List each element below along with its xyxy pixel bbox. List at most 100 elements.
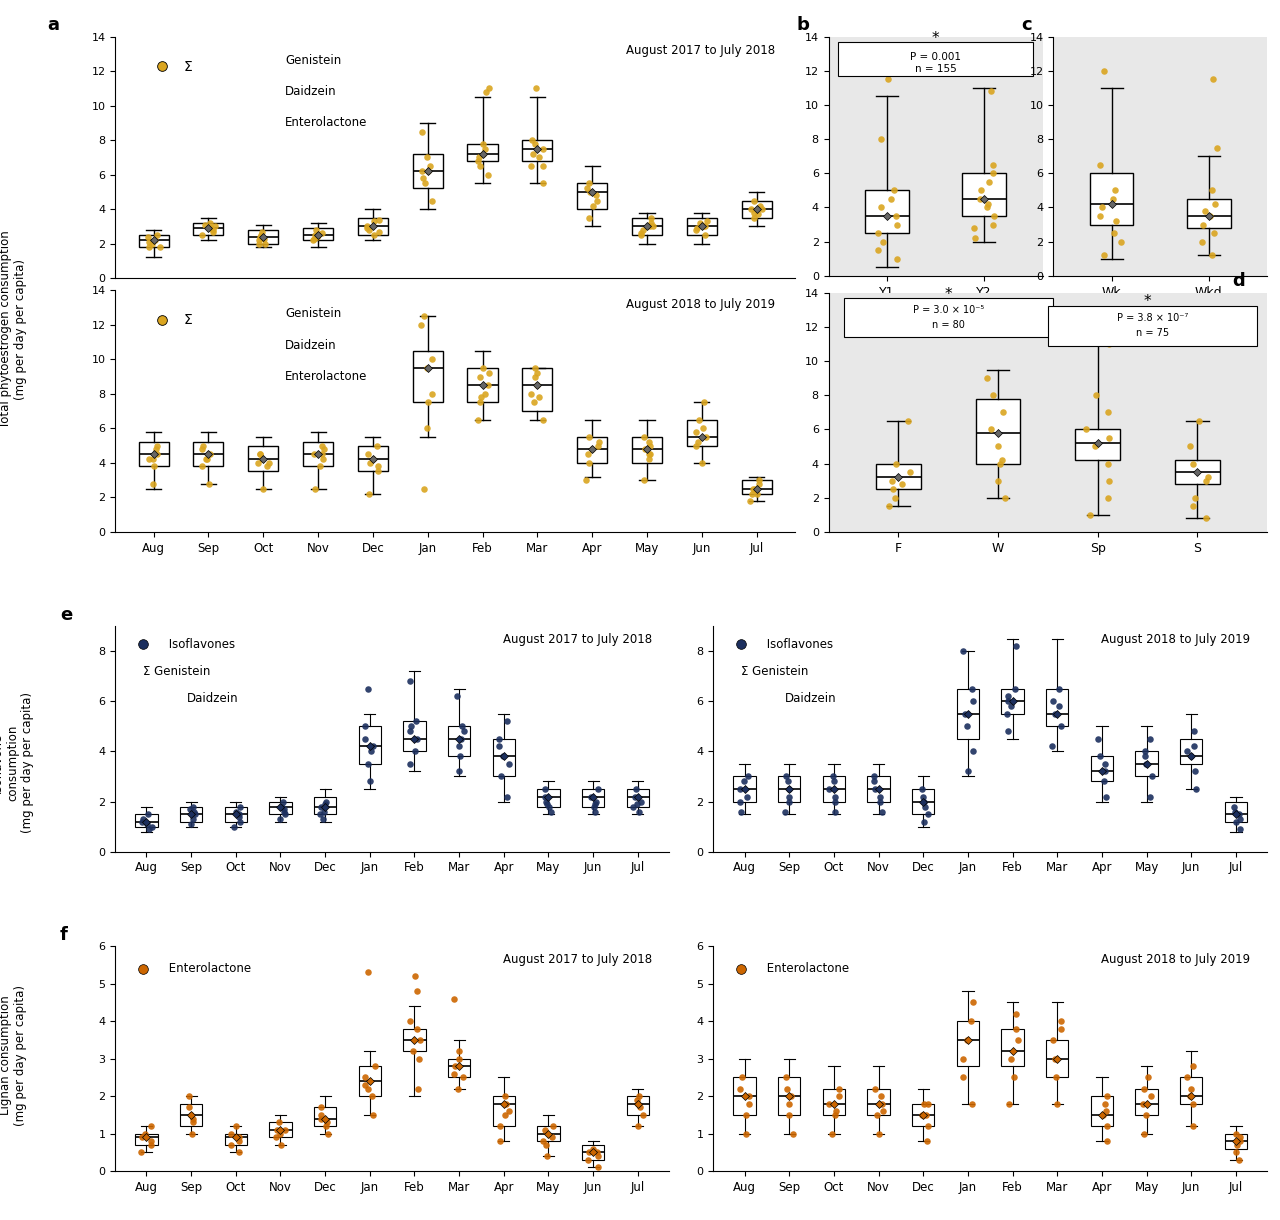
Point — [1111, 232, 1132, 251]
Point — [639, 432, 659, 451]
Point — [819, 1094, 840, 1114]
Point — [145, 231, 165, 250]
Point — [1006, 1019, 1027, 1038]
Point — [539, 797, 559, 816]
PathPatch shape — [956, 689, 979, 739]
Point — [964, 228, 984, 248]
Point — [625, 787, 645, 806]
Point — [1097, 1116, 1117, 1136]
Point — [310, 1105, 330, 1125]
Text: *: * — [945, 287, 952, 303]
Point — [781, 1086, 801, 1105]
Point — [311, 1098, 332, 1118]
Point — [1094, 761, 1115, 781]
Point — [1201, 206, 1221, 226]
Point — [498, 754, 518, 773]
Point — [137, 804, 157, 824]
Point — [454, 722, 475, 742]
Point — [983, 163, 1004, 183]
PathPatch shape — [741, 481, 772, 494]
Point — [404, 966, 425, 986]
Point — [228, 1143, 248, 1163]
Point — [998, 687, 1019, 706]
Point — [1226, 1135, 1247, 1154]
Point — [916, 1131, 937, 1150]
Point — [492, 766, 512, 786]
Point — [365, 1057, 385, 1076]
Point — [303, 231, 324, 250]
Point — [138, 450, 159, 470]
PathPatch shape — [577, 437, 607, 462]
PathPatch shape — [269, 1122, 292, 1137]
Point — [1047, 1094, 1068, 1114]
PathPatch shape — [467, 368, 498, 403]
Text: Total phytoestrogen consumption
(mg per day per capita): Total phytoestrogen consumption (mg per … — [0, 231, 27, 428]
Point — [407, 730, 428, 749]
Point — [1098, 428, 1119, 448]
Point — [310, 804, 330, 824]
Point — [1202, 70, 1222, 89]
Point — [535, 787, 556, 806]
Point — [744, 190, 764, 210]
Point — [634, 471, 654, 490]
Point — [270, 809, 291, 828]
Point — [1179, 437, 1199, 456]
Point — [535, 780, 556, 799]
Point — [364, 211, 384, 231]
Point — [229, 1131, 250, 1150]
Point — [732, 1068, 753, 1087]
Point — [524, 393, 544, 412]
Point — [750, 196, 771, 216]
Point — [961, 1011, 982, 1031]
Point — [1179, 1086, 1199, 1105]
Point — [1225, 802, 1245, 821]
Point — [963, 742, 983, 761]
PathPatch shape — [1001, 689, 1024, 714]
Point — [1134, 1124, 1155, 1143]
Point — [1098, 334, 1119, 354]
Point — [147, 444, 168, 464]
Point — [991, 450, 1011, 470]
Point — [586, 185, 607, 205]
Point — [494, 1086, 515, 1105]
Point — [498, 1102, 518, 1121]
Point — [522, 131, 543, 150]
Point — [532, 139, 553, 159]
Text: Isoflavones: Isoflavones — [165, 638, 236, 651]
Point — [252, 222, 273, 242]
Point — [452, 716, 472, 736]
PathPatch shape — [913, 789, 934, 814]
Point — [179, 799, 200, 819]
Point — [369, 210, 389, 229]
Point — [1183, 1116, 1203, 1136]
Point — [527, 376, 548, 395]
Point — [1097, 1086, 1117, 1105]
Point — [1183, 454, 1203, 473]
Point — [413, 479, 434, 499]
Point — [742, 484, 763, 504]
Point — [525, 359, 545, 378]
Point — [399, 1011, 420, 1031]
Point — [1196, 509, 1216, 528]
Point — [532, 156, 553, 176]
Point — [956, 716, 977, 736]
Point — [581, 787, 602, 806]
Point — [631, 226, 652, 245]
Point — [585, 802, 605, 821]
Point — [314, 802, 334, 821]
Point — [1043, 692, 1064, 711]
Point — [1004, 1068, 1024, 1087]
Point — [143, 473, 164, 493]
Point — [868, 240, 888, 260]
Point — [1203, 223, 1224, 243]
Point — [192, 226, 212, 245]
Point — [137, 814, 157, 833]
Point — [355, 1068, 375, 1087]
Point — [271, 1135, 292, 1154]
Point — [401, 754, 421, 773]
Point — [229, 804, 250, 824]
Point — [824, 802, 845, 821]
Point — [588, 436, 608, 455]
Point — [634, 427, 654, 447]
Point — [822, 766, 842, 786]
